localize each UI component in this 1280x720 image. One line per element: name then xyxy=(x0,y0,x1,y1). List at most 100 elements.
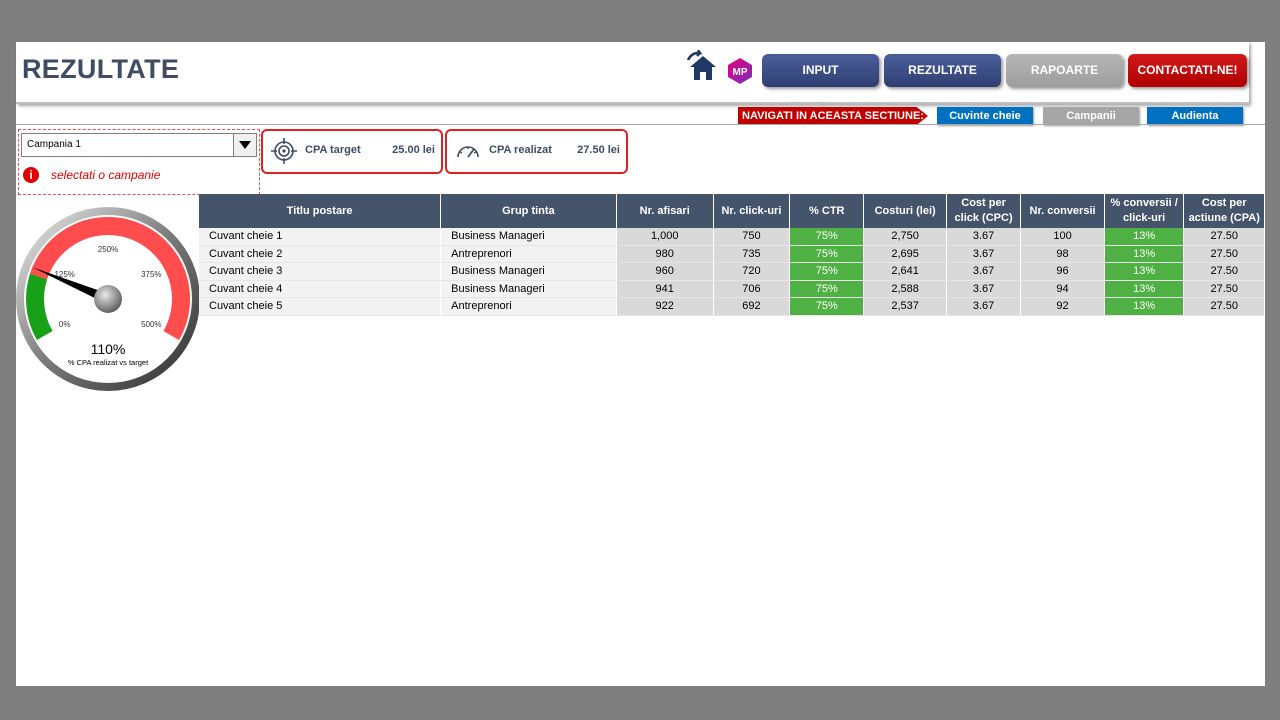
gauge-needle xyxy=(32,267,110,304)
gauge-tick-label: 500% xyxy=(141,320,161,329)
cell[interactable]: 27.50 xyxy=(1183,245,1265,263)
contact-button[interactable]: CONTACTATI-NE! xyxy=(1128,54,1247,87)
dropdown-arrow-icon[interactable] xyxy=(233,134,256,156)
cell[interactable]: 3.67 xyxy=(946,262,1022,281)
cell[interactable]: 2,588 xyxy=(863,280,947,298)
cell[interactable]: 960 xyxy=(616,262,714,281)
cell[interactable]: 735 xyxy=(713,245,791,263)
table-row: Cuvant cheie 4 Business Manageri 941 706… xyxy=(199,280,1265,298)
cell[interactable]: 2,641 xyxy=(863,262,947,281)
mp-logo[interactable]: MP xyxy=(726,57,754,85)
cuvinte-cheie-button[interactable]: Cuvinte cheie xyxy=(937,107,1033,125)
gauge-tick-label: 375% xyxy=(141,270,161,279)
col-header[interactable]: Cost per actiune (CPA) xyxy=(1183,194,1265,228)
cell[interactable]: Cuvant cheie 5 xyxy=(199,297,442,316)
speedometer-icon xyxy=(457,146,479,158)
cell[interactable]: 75% xyxy=(789,245,865,263)
gauge-band-red xyxy=(30,216,191,340)
cpa-realizat-card: CPA realizat 27.50 lei xyxy=(445,129,628,174)
cell[interactable]: Cuvant cheie 3 xyxy=(199,262,442,281)
cell[interactable]: Antreprenori xyxy=(440,245,617,263)
cell[interactable]: 27.50 xyxy=(1183,228,1265,246)
results-table: Titlu postare Grup tinta Nr. afisari Nr.… xyxy=(199,194,1265,316)
audienta-button[interactable]: Audienta xyxy=(1147,107,1243,125)
info-icon: i xyxy=(23,167,39,183)
table-row: Cuvant cheie 1 Business Manageri 1,000 7… xyxy=(199,228,1265,246)
cell[interactable]: 692 xyxy=(713,297,791,316)
input-button[interactable]: INPUT xyxy=(762,54,879,87)
cell[interactable]: 27.50 xyxy=(1183,280,1265,298)
col-header[interactable]: Cost per click (CPC) xyxy=(946,194,1022,228)
col-header[interactable]: Nr. afisari xyxy=(616,194,714,228)
cell[interactable]: Cuvant cheie 4 xyxy=(199,280,442,298)
cell[interactable]: 100 xyxy=(1020,228,1105,246)
campaign-dropdown[interactable]: Campania 1 xyxy=(21,133,257,157)
cell[interactable]: 3.67 xyxy=(946,228,1022,246)
cell[interactable]: 96 xyxy=(1020,262,1105,281)
col-header[interactable]: Grup tinta xyxy=(440,194,617,228)
cell[interactable]: 13% xyxy=(1104,280,1185,298)
cell[interactable]: 27.50 xyxy=(1183,297,1265,316)
gauge-highlight xyxy=(30,216,191,340)
col-header[interactable]: Nr. conversii xyxy=(1020,194,1105,228)
header-bar: REZULTATE MP INPUT REZULTATE RAPOARTE CO… xyxy=(16,42,1249,104)
col-header[interactable]: Costuri (lei) xyxy=(863,194,947,228)
table-row: Cuvant cheie 5 Antreprenori 922 692 75% … xyxy=(199,297,1265,316)
cpa-realizat-label: CPA realizat xyxy=(489,144,552,156)
col-header[interactable]: % conversii / click-uri xyxy=(1104,194,1185,228)
gauge-band-green xyxy=(26,273,53,340)
cell[interactable]: 3.67 xyxy=(946,297,1022,316)
cell[interactable]: 922 xyxy=(616,297,714,316)
worksheet: REZULTATE MP INPUT REZULTATE RAPOARTE CO… xyxy=(16,42,1265,686)
target-icon xyxy=(271,138,297,164)
cell[interactable]: Cuvant cheie 2 xyxy=(199,245,442,263)
cell[interactable]: 13% xyxy=(1104,228,1185,246)
rapoarte-button[interactable]: RAPOARTE xyxy=(1006,54,1123,87)
col-header[interactable]: Nr. click-uri xyxy=(713,194,791,228)
campaign-selector-box: Campania 1 i selectati o campanie xyxy=(18,129,260,195)
cell[interactable]: Business Manageri xyxy=(440,280,617,298)
rezultate-button[interactable]: REZULTATE xyxy=(884,54,1001,87)
cpa-target-label: CPA target xyxy=(305,144,361,156)
col-header[interactable]: Titlu postare xyxy=(199,194,442,228)
gauge-ticks: 0% 125% 250% 375% 500% xyxy=(54,245,161,329)
cell[interactable]: 75% xyxy=(789,228,865,246)
divider xyxy=(16,124,1265,125)
campaign-dropdown-value: Campania 1 xyxy=(27,139,81,150)
cell[interactable]: Antreprenori xyxy=(440,297,617,316)
cell[interactable]: 75% xyxy=(789,262,865,281)
cell[interactable]: 706 xyxy=(713,280,791,298)
table-row: Cuvant cheie 3 Business Manageri 960 720… xyxy=(199,262,1265,281)
cell[interactable]: 2,695 xyxy=(863,245,947,263)
cell[interactable]: 2,750 xyxy=(863,228,947,246)
home-icon[interactable] xyxy=(686,50,720,84)
cell[interactable]: Business Manageri xyxy=(440,228,617,246)
cell[interactable]: 2,537 xyxy=(863,297,947,316)
page-title: REZULTATE xyxy=(22,54,180,84)
cell[interactable]: 75% xyxy=(789,297,865,316)
cell[interactable]: 27.50 xyxy=(1183,262,1265,281)
cell[interactable]: 92 xyxy=(1020,297,1105,316)
cell[interactable]: 94 xyxy=(1020,280,1105,298)
cell[interactable]: 75% xyxy=(789,280,865,298)
cell[interactable]: 13% xyxy=(1104,297,1185,316)
cell[interactable]: 13% xyxy=(1104,262,1185,281)
gauge-hub xyxy=(94,285,122,313)
cell[interactable]: 3.67 xyxy=(946,280,1022,298)
gauge-tick-label: 0% xyxy=(59,320,71,329)
cell[interactable]: 3.67 xyxy=(946,245,1022,263)
cell[interactable]: 1,000 xyxy=(616,228,714,246)
col-header[interactable]: % CTR xyxy=(789,194,865,228)
campanii-button[interactable]: Campanii xyxy=(1043,107,1139,125)
cell[interactable]: 750 xyxy=(713,228,791,246)
cell[interactable]: 98 xyxy=(1020,245,1105,263)
table-row: Cuvant cheie 2 Antreprenori 980 735 75% … xyxy=(199,245,1265,263)
cell[interactable]: 980 xyxy=(616,245,714,263)
cell[interactable]: 941 xyxy=(616,280,714,298)
cpa-target-card: CPA target 25.00 lei xyxy=(261,129,443,174)
cell[interactable]: Business Manageri xyxy=(440,262,617,281)
cell[interactable]: 13% xyxy=(1104,245,1185,263)
cell[interactable]: 720 xyxy=(713,262,791,281)
cell[interactable]: Cuvant cheie 1 xyxy=(199,228,442,246)
gauge-label: % CPA realizat vs target xyxy=(68,358,149,367)
